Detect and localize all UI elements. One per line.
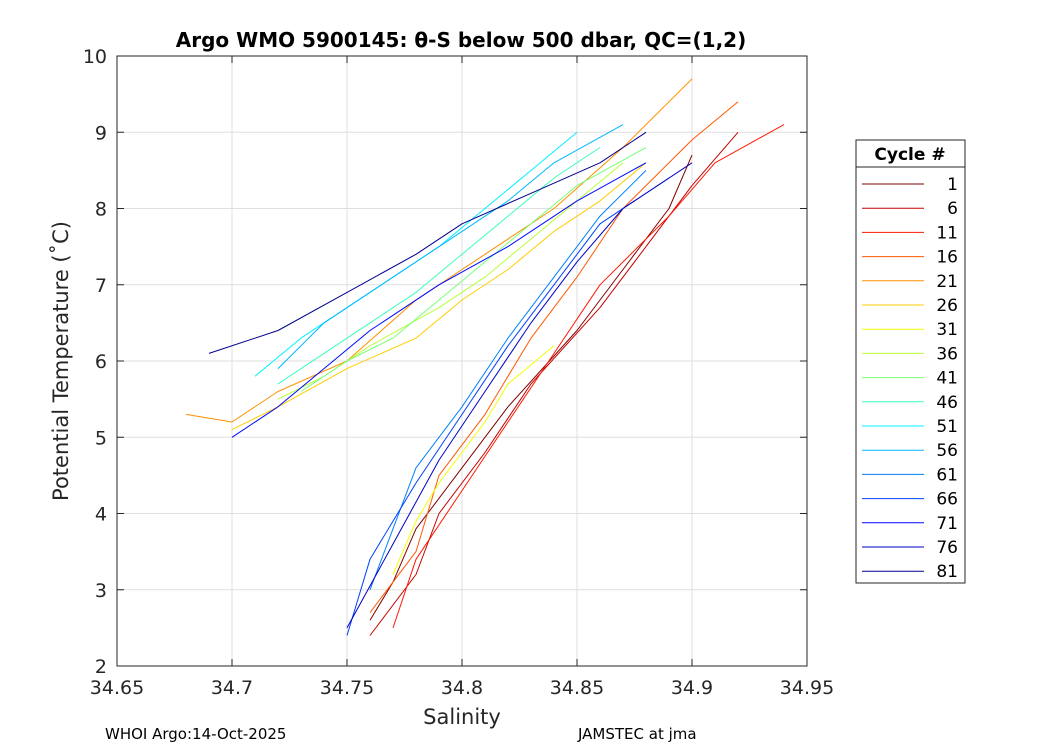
x-axis-label: Salinity bbox=[423, 705, 501, 729]
legend-title: Cycle # bbox=[874, 145, 945, 165]
series-line-cycle-6 bbox=[369, 131, 739, 636]
legend-label: 16 bbox=[936, 248, 958, 268]
series-line-cycle-66 bbox=[346, 177, 670, 636]
y-tick-label: 5 bbox=[95, 427, 107, 449]
x-tick-label: 34.8 bbox=[441, 677, 483, 699]
y-tick-label: 2 bbox=[95, 656, 107, 678]
series-line-cycle-16 bbox=[369, 101, 739, 613]
axis-ticks: 34.65 34.7 34.75 34.8 34.85 34.9 34.95 2 3 4 5 6 7 8 9… bbox=[83, 46, 834, 699]
footer-right-credit: JAMSTEC at jma bbox=[578, 725, 697, 743]
legend-label: 31 bbox=[936, 320, 958, 340]
y-tick-label: 7 bbox=[95, 275, 107, 297]
y-axis-label: Potential Temperature (˚C) bbox=[49, 221, 73, 501]
footer-left-credit: WHOI Argo:14-Oct-2025 bbox=[105, 725, 287, 743]
series-line-cycle-81 bbox=[208, 131, 647, 354]
y-tick-label: 9 bbox=[95, 122, 107, 144]
legend-label: 11 bbox=[936, 223, 958, 243]
legend-box bbox=[855, 139, 966, 584]
y-tick-label: 6 bbox=[95, 351, 107, 373]
series-line-cycle-31 bbox=[392, 345, 555, 575]
legend-label: 71 bbox=[936, 514, 958, 534]
legend-label: 36 bbox=[936, 344, 958, 364]
data-series bbox=[185, 78, 785, 636]
series-line-cycle-56 bbox=[277, 124, 624, 369]
x-tick-label: 34.85 bbox=[550, 677, 604, 699]
legend-label: 6 bbox=[947, 199, 958, 219]
legend-label: 46 bbox=[936, 393, 958, 413]
series-line-cycle-26 bbox=[231, 162, 647, 431]
legend-label: 21 bbox=[936, 272, 958, 292]
legend-label: 26 bbox=[936, 296, 958, 316]
legend-label: 1 bbox=[947, 175, 958, 195]
x-tick-label: 34.75 bbox=[320, 677, 374, 699]
series-line-cycle-76 bbox=[346, 162, 693, 629]
x-tick-label: 34.65 bbox=[90, 677, 144, 699]
series-line-cycle-1 bbox=[369, 154, 693, 621]
x-tick-label: 34.9 bbox=[671, 677, 713, 699]
x-tick-label: 34.95 bbox=[780, 677, 834, 699]
legend-label: 76 bbox=[936, 538, 958, 558]
legend-label: 51 bbox=[936, 417, 958, 437]
series-line-cycle-11 bbox=[392, 124, 785, 629]
grid bbox=[117, 56, 807, 666]
y-tick-label: 4 bbox=[95, 504, 107, 526]
series-line-cycle-61 bbox=[369, 170, 647, 590]
x-tick-label: 34.7 bbox=[211, 677, 253, 699]
y-tick-label: 8 bbox=[95, 199, 107, 221]
series-line-cycle-41 bbox=[300, 147, 647, 392]
y-tick-label: 3 bbox=[95, 580, 107, 602]
legend-label: 41 bbox=[936, 369, 958, 389]
series-line-cycle-46 bbox=[277, 147, 601, 385]
legend-label: 66 bbox=[936, 490, 958, 510]
legend-label: 56 bbox=[936, 441, 958, 461]
series-line-cycle-71 bbox=[231, 162, 647, 438]
legend-label: 81 bbox=[936, 562, 958, 582]
legend-label: 61 bbox=[936, 465, 958, 485]
y-tick-label: 10 bbox=[83, 46, 107, 68]
chart-title: Argo WMO 5900145: θ-S below 500 dbar, QC… bbox=[176, 28, 746, 52]
